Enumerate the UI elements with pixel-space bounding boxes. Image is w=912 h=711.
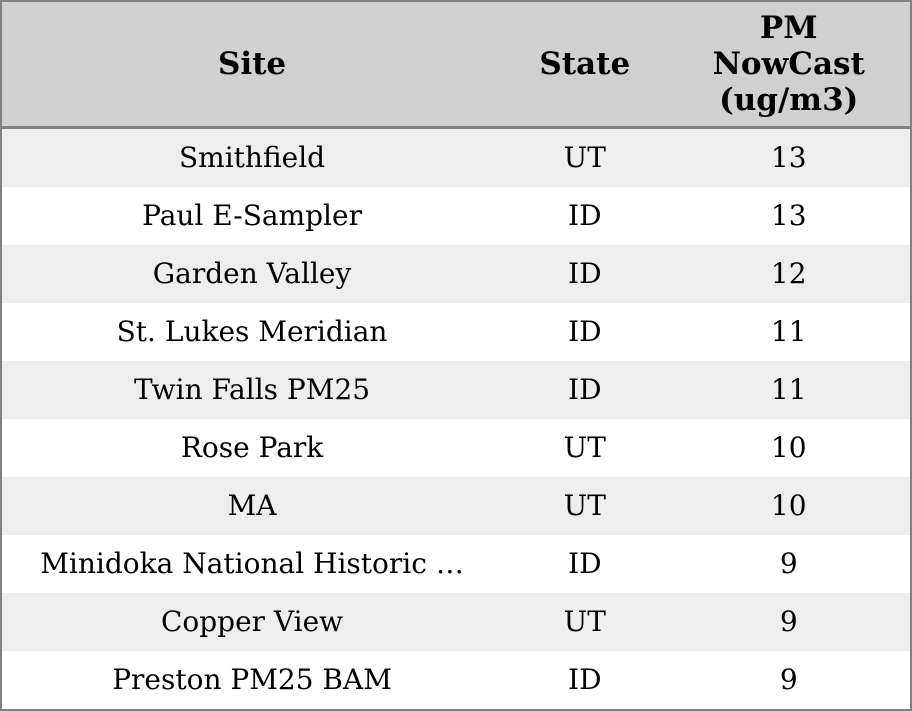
- column-header-pm-nowcast: PM NowCast (ug/m3): [667, 1, 911, 129]
- pm-cell: 12: [770, 257, 807, 290]
- pm-cell: 9: [779, 547, 798, 580]
- pm-cell: 11: [770, 373, 807, 406]
- pm-cell: 9: [779, 663, 798, 696]
- site-cell: Twin Falls PM25: [134, 373, 371, 406]
- table-row[interactable]: Minidoka National Historic … ID 9: [1, 535, 911, 593]
- state-cell: UT: [563, 431, 606, 464]
- pm-cell: 11: [770, 315, 807, 348]
- site-cell: St. Lukes Meridian: [116, 315, 388, 348]
- site-cell: Preston PM25 BAM: [112, 663, 392, 696]
- site-cell: Minidoka National Historic …: [40, 547, 464, 580]
- state-cell: ID: [568, 199, 602, 232]
- pm-cell: 13: [770, 141, 807, 174]
- column-header-site-label: Site: [217, 46, 287, 82]
- pm-cell: 10: [770, 431, 807, 464]
- site-cell: Paul E-Sampler: [142, 199, 362, 232]
- state-cell: ID: [568, 315, 602, 348]
- table-row[interactable]: Preston PM25 BAM ID 9: [1, 651, 911, 710]
- table-row[interactable]: St. Lukes Meridian ID 11: [1, 303, 911, 361]
- table-row[interactable]: MA UT 10: [1, 477, 911, 535]
- state-cell: UT: [563, 489, 606, 522]
- state-cell: ID: [568, 373, 602, 406]
- table-row[interactable]: Rose Park UT 10: [1, 419, 911, 477]
- site-cell: Rose Park: [180, 431, 324, 464]
- site-cell: Copper View: [160, 605, 344, 638]
- state-cell: ID: [568, 663, 602, 696]
- pm-cell: 9: [779, 605, 798, 638]
- state-cell: UT: [563, 141, 606, 174]
- state-cell: ID: [568, 547, 602, 580]
- table-header-row: Site State PM NowCast (ug/m3): [1, 1, 911, 129]
- state-cell: UT: [563, 605, 606, 638]
- column-header-site: Site: [1, 1, 503, 129]
- column-header-state-label: State: [539, 46, 631, 82]
- site-cell: Smithfield: [178, 141, 326, 174]
- table-row[interactable]: Paul E-Sampler ID 13: [1, 187, 911, 245]
- table-row[interactable]: Copper View UT 9: [1, 593, 911, 651]
- table-row[interactable]: Smithfield UT 13: [1, 127, 911, 187]
- column-header-state: State: [502, 1, 668, 129]
- state-cell: ID: [568, 257, 602, 290]
- table-row[interactable]: Twin Falls PM25 ID 11: [1, 361, 911, 419]
- table-row[interactable]: Garden Valley ID 12: [1, 245, 911, 303]
- site-cell: MA: [227, 489, 277, 522]
- site-cell: Garden Valley: [152, 257, 352, 290]
- column-header-pm-nowcast-label: PM NowCast (ug/m3): [712, 10, 865, 118]
- pm-cell: 10: [770, 489, 807, 522]
- pm-cell: 13: [770, 199, 807, 232]
